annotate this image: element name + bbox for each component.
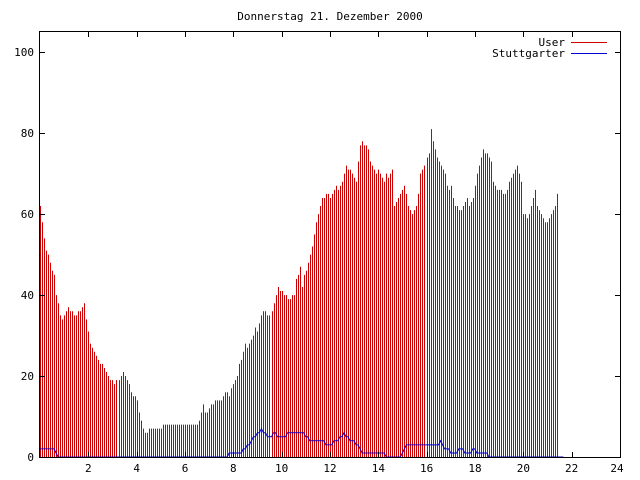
x-tick-label: 22 <box>565 462 578 475</box>
x-tick-label: 20 <box>517 462 530 475</box>
y-tick-label: 80 <box>21 127 34 140</box>
x-tick-label: 16 <box>420 462 433 475</box>
y-tick-label: 100 <box>14 46 34 59</box>
x-tick-label: 14 <box>372 462 386 475</box>
x-tick-label: 6 <box>182 462 189 475</box>
x-tick-label: 4 <box>133 462 140 475</box>
x-tick-label: 2 <box>85 462 92 475</box>
x-tick-label: 8 <box>230 462 237 475</box>
y-tick-label: 60 <box>21 208 34 221</box>
legend-label-user: User <box>539 36 566 49</box>
y-tick-label: 40 <box>21 289 34 302</box>
legend-label-stuttgarter: Stuttgarter <box>492 47 565 60</box>
y-tick-label: 0 <box>27 451 34 464</box>
x-tick-label: 18 <box>468 462 481 475</box>
x-tick-label: 24 <box>610 462 624 475</box>
y-tick-label: 20 <box>21 370 34 383</box>
series-stuttgarter-line <box>40 427 564 458</box>
series-user <box>40 129 558 457</box>
chart-title: Donnerstag 21. Dezember 2000 <box>237 10 422 23</box>
x-tick-label: 10 <box>275 462 288 475</box>
x-axis: 2 4 6 8 10 12 14 16 18 20 22 24 <box>85 32 624 475</box>
legend: User Stuttgarter <box>492 36 607 60</box>
series-stuttgarter <box>40 427 564 458</box>
plot-frame <box>39 31 621 458</box>
x-tick-label: 12 <box>323 462 336 475</box>
y-axis: 0 20 40 60 80 100 <box>14 46 620 464</box>
